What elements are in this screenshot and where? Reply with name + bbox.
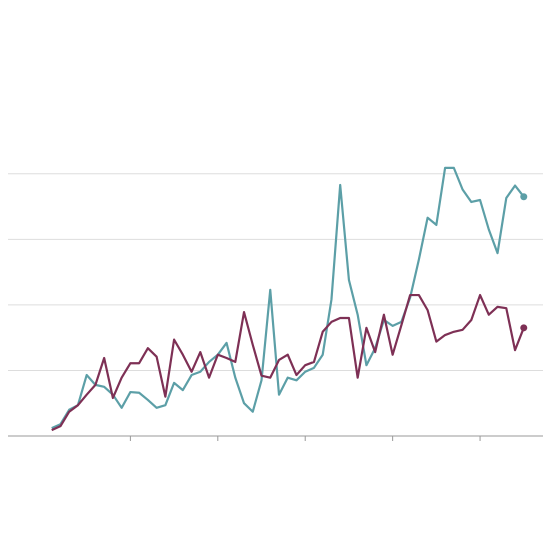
- series-line: [51, 166, 525, 430]
- end-dot: [520, 193, 528, 201]
- series-line: [51, 293, 525, 432]
- end-dot: [520, 324, 528, 332]
